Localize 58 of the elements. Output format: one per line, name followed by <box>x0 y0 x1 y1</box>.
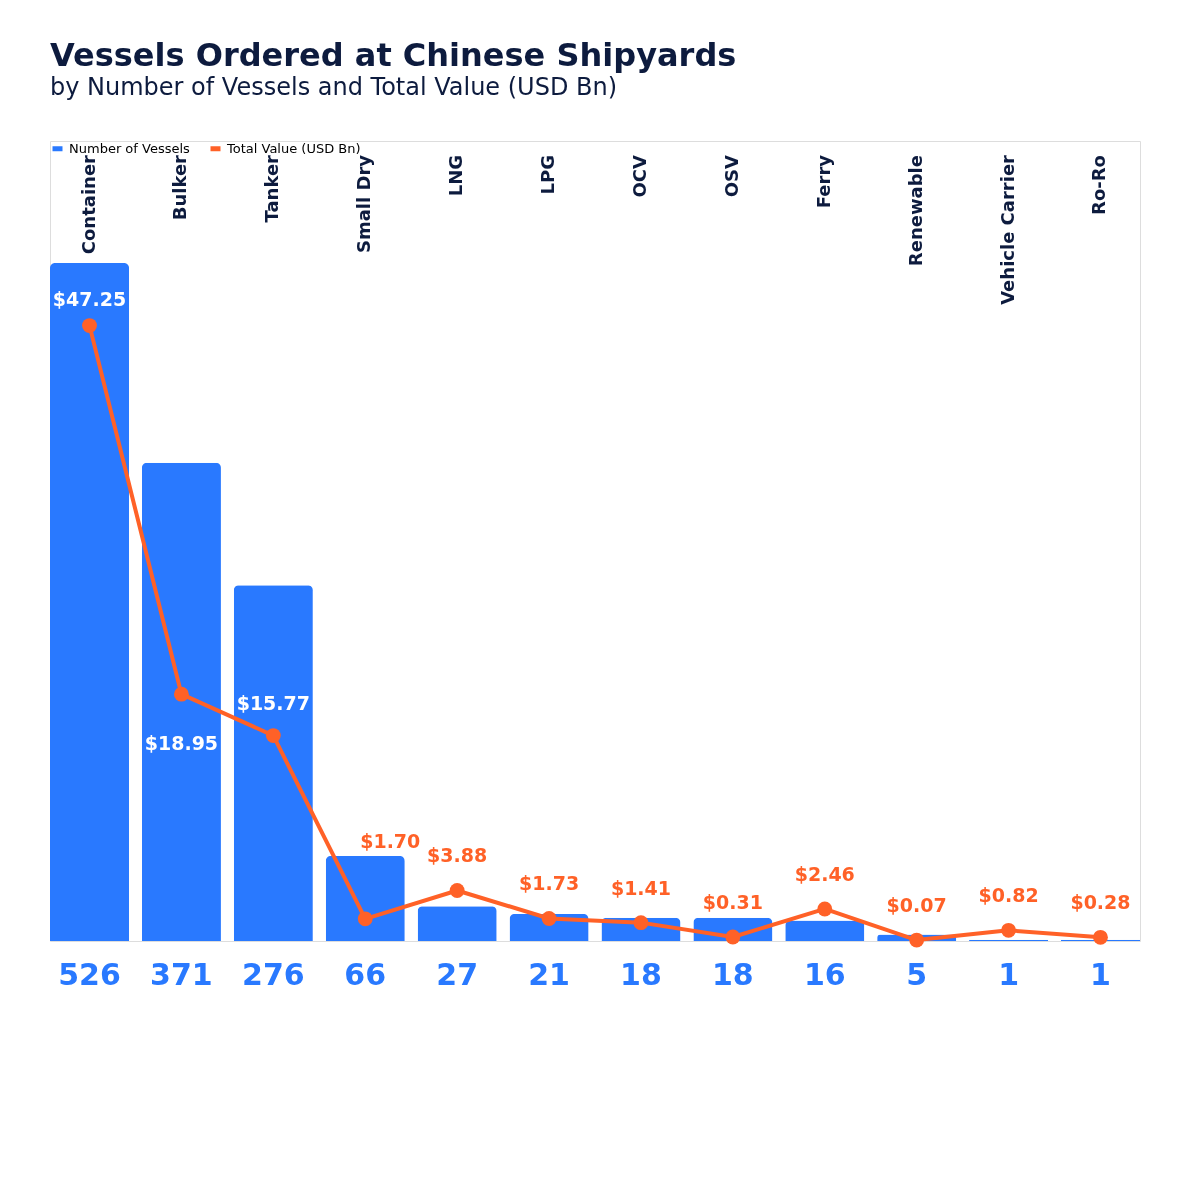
x-tick-label: Ferry <box>812 154 834 209</box>
data-label: $3.88 <box>427 844 488 867</box>
chart-subtitle: by Number of Vessels and Total Value (USD Bn) <box>50 73 618 101</box>
data-label: $1.70 <box>360 829 421 852</box>
point <box>725 929 741 945</box>
x-tick-label: Bulker <box>169 154 191 221</box>
data-label: 1 <box>998 957 1020 992</box>
bar <box>50 263 130 941</box>
data-label: $47.25 <box>52 287 127 310</box>
data-label: 18 <box>620 957 662 992</box>
legend-label: Total Value (USD Bn) <box>226 140 361 156</box>
data-label: 27 <box>436 957 479 992</box>
point <box>633 915 649 931</box>
bar <box>417 906 497 941</box>
x-tick-label: Renewable <box>904 155 926 267</box>
x-tick-label: Tanker <box>261 154 283 223</box>
data-label: $2.46 <box>794 862 855 885</box>
bar <box>233 585 313 941</box>
data-label: $15.77 <box>236 691 310 714</box>
point <box>174 686 189 702</box>
data-label: 21 <box>528 957 570 992</box>
x-tick-label: Vehicle Carrier <box>996 154 1018 305</box>
data-label: $0.07 <box>886 894 947 917</box>
data-label: $0.28 <box>1070 891 1131 914</box>
data-label: 371 <box>150 957 213 992</box>
data-label: 66 <box>344 957 387 992</box>
data-label: 276 <box>242 957 305 992</box>
x-tick-label: OSV <box>720 154 742 198</box>
x-tick-label: Container <box>77 154 99 255</box>
data-label: 5 <box>906 957 928 992</box>
point <box>1093 929 1108 945</box>
point <box>357 911 373 927</box>
x-tick-label: LNG <box>445 155 467 197</box>
x-tick-label: Ro-Ro <box>1088 155 1110 215</box>
data-label: 18 <box>711 957 754 992</box>
x-tick-label: OCV <box>628 154 650 198</box>
point <box>909 932 925 948</box>
x-tick-label: LPG <box>537 155 559 195</box>
bar <box>785 920 865 941</box>
bar <box>325 855 405 941</box>
point <box>265 728 281 744</box>
point <box>82 318 97 334</box>
data-label: 1 <box>1090 957 1111 992</box>
bar <box>141 462 221 941</box>
data-label: $1.41 <box>610 876 672 899</box>
x-tick-label: Small Dry <box>353 154 375 254</box>
point <box>1001 922 1016 938</box>
data-label: $0.82 <box>978 884 1039 907</box>
data-label: $1.73 <box>518 872 580 895</box>
data-label: 526 <box>58 957 121 992</box>
point <box>541 911 557 926</box>
legend-label: Number of Vessels <box>69 140 191 156</box>
point <box>817 901 833 917</box>
chart-title: Vessels Ordered at Chinese Shipyards <box>50 36 737 74</box>
data-label: $0.31 <box>702 890 763 913</box>
data-label: $18.95 <box>144 732 219 755</box>
data-label: 16 <box>803 957 846 992</box>
point <box>449 883 465 898</box>
